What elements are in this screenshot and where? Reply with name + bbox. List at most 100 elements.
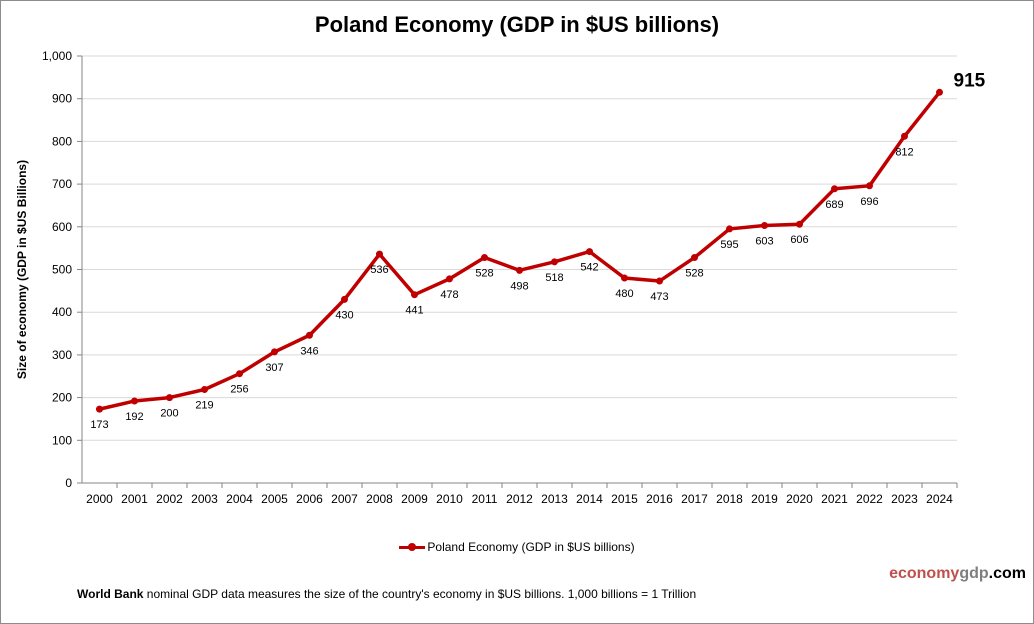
- data-label: 480: [615, 288, 633, 300]
- data-label: 473: [650, 291, 668, 303]
- y-tick-label: 900: [52, 92, 72, 106]
- legend-label: Poland Economy (GDP in $US billions): [427, 540, 635, 554]
- data-point: [166, 394, 173, 402]
- brand-part-gdp: gdp: [959, 565, 989, 582]
- x-tick-label: 2018: [716, 492, 743, 506]
- x-tick-label: 2022: [856, 492, 883, 506]
- data-point: [271, 348, 278, 356]
- x-tick-label: 2012: [506, 492, 533, 506]
- legend-swatch: [399, 543, 426, 552]
- data-label: 696: [860, 196, 878, 208]
- data-label: 219: [195, 399, 213, 411]
- x-tick-label: 2021: [821, 492, 848, 506]
- y-tick-label: 600: [52, 220, 72, 234]
- data-label: 528: [685, 268, 703, 280]
- data-point: [201, 385, 208, 393]
- data-point: [516, 266, 523, 274]
- y-tick-label: 100: [52, 433, 72, 447]
- data-point: [306, 331, 313, 339]
- footnote-text: nominal GDP data measures the size of th…: [143, 587, 697, 601]
- y-axis-title: Size of economy (GDP in $US Billions): [15, 160, 29, 379]
- x-tick-label: 2013: [541, 492, 568, 506]
- brand-logo: economygdp.com: [889, 565, 1026, 583]
- data-label: 256: [230, 384, 248, 396]
- x-tick-label: 2015: [611, 492, 638, 506]
- y-tick-label: 0: [65, 476, 72, 490]
- data-point: [796, 220, 803, 228]
- data-label: 173: [90, 419, 108, 431]
- x-tick-label: 2008: [366, 492, 393, 506]
- data-point: [376, 250, 383, 258]
- x-tick-label: 2019: [751, 492, 778, 506]
- data-label: 542: [580, 262, 598, 274]
- data-label: 689: [825, 199, 843, 211]
- x-tick-label: 2009: [401, 492, 428, 506]
- data-label: 441: [405, 305, 423, 317]
- data-label: 498: [510, 280, 528, 292]
- x-tick-label: 2014: [576, 492, 603, 506]
- data-point: [586, 248, 593, 256]
- x-tick-label: 2017: [681, 492, 708, 506]
- x-tick-label: 2003: [191, 492, 218, 506]
- x-tick-label: 2010: [436, 492, 463, 506]
- y-tick-label: 500: [52, 263, 72, 277]
- x-tick-label: 2023: [891, 492, 918, 506]
- x-tick-label: 2002: [156, 492, 183, 506]
- x-tick-label: 2024: [926, 492, 953, 506]
- brand-part-com: .com: [988, 565, 1026, 582]
- data-point: [551, 258, 558, 266]
- x-tick-label: 2005: [261, 492, 288, 506]
- y-tick-label: 300: [52, 348, 72, 362]
- legend: Poland Economy (GDP in $US billions): [0, 540, 1034, 554]
- y-tick-label: 200: [52, 391, 72, 405]
- y-tick-label: 700: [52, 177, 72, 191]
- data-point: [621, 274, 628, 282]
- data-label: 606: [790, 234, 808, 246]
- data-label: 307: [265, 362, 283, 374]
- data-label: 200: [160, 408, 178, 420]
- brand-part-economy: economy: [889, 565, 960, 582]
- data-point: [901, 132, 908, 140]
- data-point: [131, 397, 138, 405]
- data-point: [481, 254, 488, 262]
- data-point: [341, 295, 348, 303]
- data-label: 192: [125, 411, 143, 423]
- data-label: 595: [720, 239, 738, 251]
- footnote-source: World Bank: [77, 587, 144, 601]
- x-tick-label: 2020: [786, 492, 813, 506]
- data-point: [936, 88, 943, 96]
- data-label: 518: [545, 272, 563, 284]
- data-label: 536: [370, 264, 388, 276]
- footnote: World Bank nominal GDP data measures the…: [77, 587, 696, 601]
- series-line: [99, 91, 941, 411]
- data-label: 478: [440, 289, 458, 301]
- y-tick-label: 1,000: [42, 49, 72, 63]
- y-tick-label: 800: [52, 134, 72, 148]
- data-point: [866, 182, 873, 190]
- data-label: 915: [954, 70, 986, 91]
- x-tick-label: 2006: [296, 492, 323, 506]
- x-tick-label: 2016: [646, 492, 673, 506]
- data-point: [761, 222, 768, 230]
- data-point: [446, 275, 453, 283]
- data-point: [96, 405, 103, 413]
- data-point: [411, 291, 418, 299]
- x-tick-label: 2001: [121, 492, 148, 506]
- data-point: [691, 254, 698, 262]
- data-label: 430: [335, 309, 353, 321]
- data-point: [236, 370, 243, 378]
- data-label: 603: [755, 236, 773, 248]
- x-tick-label: 2000: [86, 492, 113, 506]
- data-label: 346: [300, 345, 318, 357]
- data-label: 528: [475, 268, 493, 280]
- data-point: [831, 185, 838, 193]
- data-label: 812: [895, 146, 913, 158]
- x-tick-label: 2004: [226, 492, 253, 506]
- y-tick-label: 400: [52, 305, 72, 319]
- x-tick-label: 2011: [472, 492, 498, 506]
- chart-title: Poland Economy (GDP in $US billions): [314, 12, 720, 37]
- x-tick-label: 2007: [331, 492, 358, 506]
- data-point: [726, 225, 733, 233]
- data-point: [656, 277, 663, 285]
